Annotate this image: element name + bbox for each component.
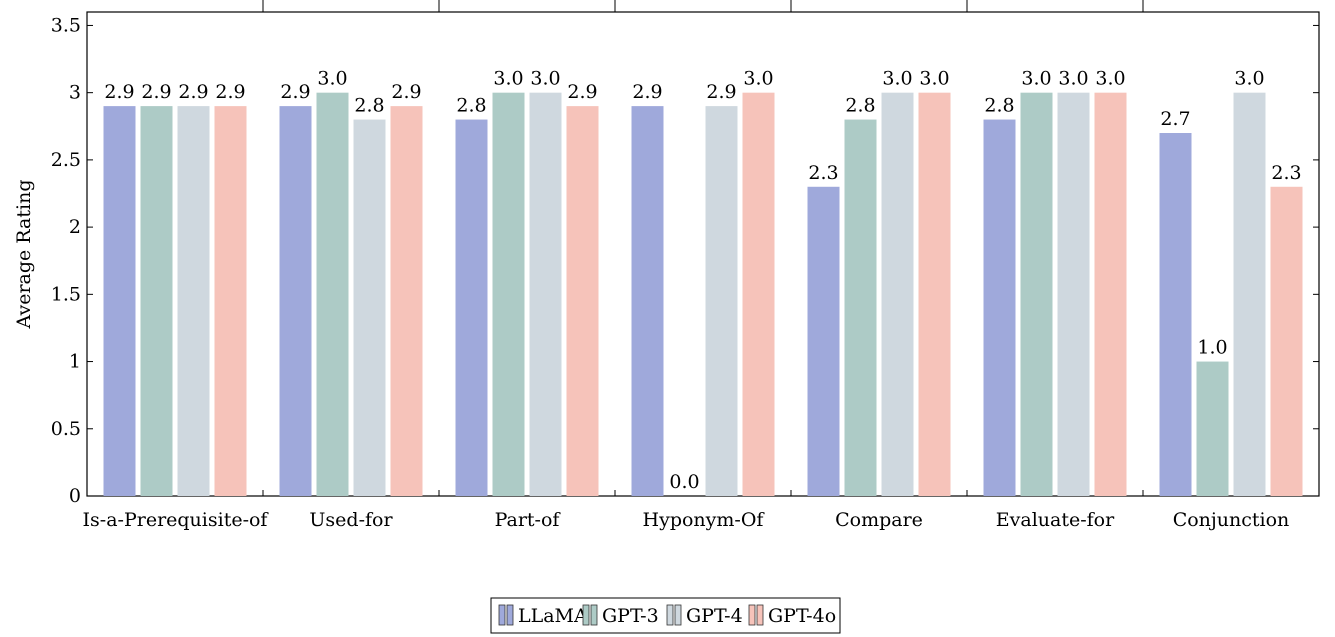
data-label: 3.0	[743, 68, 773, 90]
data-label: 2.9	[215, 81, 245, 103]
data-label: 2.9	[280, 81, 310, 103]
bar-gpt-3	[492, 92, 525, 497]
bar-gpt-4	[1233, 92, 1266, 497]
y-tick-label: 3	[69, 82, 81, 104]
data-label: 2.8	[845, 95, 875, 117]
x-category-label: Part-of	[495, 509, 562, 531]
bar-gpt-4	[881, 92, 914, 497]
data-labels: 2.9 2.9 2.9 2.9 2.9 3.0 2.8 2.9 2.8 3.0 3.0 2.9 2.9 0…	[104, 68, 1301, 493]
data-label: 2.9	[104, 81, 134, 103]
data-label: 3.0	[1095, 68, 1125, 90]
bars	[103, 92, 1303, 497]
bar-llama	[1159, 133, 1192, 496]
x-category-label: Evaluate-for	[996, 509, 1115, 531]
legend-swatch-gpt-4o	[748, 604, 756, 626]
data-label: 2.8	[354, 95, 384, 117]
y-tick-label: 0.5	[51, 418, 81, 440]
data-label: 2.3	[808, 162, 838, 184]
bar-llama	[983, 119, 1016, 497]
bar-gpt-3	[140, 106, 173, 496]
y-tick-label: 2.5	[51, 149, 81, 171]
bar-gpt-4	[1057, 92, 1090, 497]
legend-label-gpt-4: GPT-4	[686, 605, 743, 627]
bar-gpt-4	[529, 92, 562, 497]
bar-llama	[279, 106, 312, 496]
data-label: 2.9	[567, 81, 597, 103]
data-label: 0.0	[669, 471, 699, 493]
bar-gpt-4o	[390, 106, 423, 496]
y-tick-label: 3.5	[51, 14, 81, 36]
legend-swatch-llama	[506, 604, 514, 626]
data-label: 3.0	[882, 68, 912, 90]
data-label: 2.8	[456, 95, 486, 117]
data-label: 3.0	[493, 68, 523, 90]
bar-gpt-3	[316, 92, 349, 497]
x-axis-ticks: Is-a-Prerequisite-of Used-for Part-of Hypon…	[83, 0, 1290, 531]
data-label: 3.0	[1234, 68, 1264, 90]
bar-gpt-3	[844, 119, 877, 497]
data-label: 2.9	[706, 81, 736, 103]
bar-gpt-4	[353, 119, 386, 497]
plot-frame	[86, 11, 1320, 497]
y-tick-label: 0	[69, 485, 81, 507]
x-category-label: Hyponym-Of	[643, 509, 766, 531]
legend-swatch-gpt-4	[674, 604, 682, 626]
legend-swatch-gpt-3	[582, 604, 590, 626]
data-label: 2.9	[391, 81, 421, 103]
legend-box	[490, 597, 841, 634]
bar-gpt-3	[1196, 361, 1229, 496]
data-label: 3.0	[919, 68, 949, 90]
bar-gpt-4	[705, 106, 738, 496]
y-axis-ticks: 0 0.5 1 1.5 2 2.5 3 3.5	[51, 14, 1319, 507]
data-label: 3.0	[1058, 68, 1088, 90]
y-axis-title: Average Rating	[13, 180, 35, 330]
bar-gpt-4o	[1270, 186, 1303, 496]
data-label: 3.0	[1021, 68, 1051, 90]
bar-gpt-3	[1020, 92, 1053, 497]
legend-swatch-gpt-3	[590, 604, 598, 626]
bar-gpt-4o	[214, 106, 247, 496]
x-category-label: Conjunction	[1173, 509, 1290, 531]
data-label: 2.8	[984, 95, 1014, 117]
data-label: 2.9	[141, 81, 171, 103]
y-tick-label: 2	[69, 216, 81, 238]
legend-label-gpt-4o: GPT-4o	[768, 605, 836, 627]
legend: LLaMA GPT-3 GPT-4 GPT-4o	[490, 597, 841, 634]
bar-llama	[103, 106, 136, 496]
bar-gpt-4o	[1094, 92, 1127, 497]
bar-gpt-4	[177, 106, 210, 496]
x-category-label: Is-a-Prerequisite-of	[83, 509, 270, 531]
legend-swatch-gpt-4	[666, 604, 674, 626]
bar-gpt-4o	[566, 106, 599, 496]
data-label: 3.0	[530, 68, 560, 90]
y-tick-label: 1	[69, 351, 81, 373]
bar-gpt-4o	[742, 92, 775, 497]
bar-llama	[807, 186, 840, 496]
bar-gpt-4o	[918, 92, 951, 497]
legend-swatch-gpt-4o	[756, 604, 764, 626]
bar-llama	[631, 106, 664, 496]
y-tick-label: 1.5	[51, 283, 81, 305]
data-label: 2.9	[632, 81, 662, 103]
x-category-label: Used-for	[309, 509, 393, 531]
x-category-label: Compare	[835, 509, 923, 531]
data-label: 2.9	[178, 81, 208, 103]
data-label: 2.3	[1271, 162, 1301, 184]
bar-llama	[455, 119, 488, 497]
legend-label-gpt-3: GPT-3	[602, 605, 659, 627]
plot-area: 2.9 2.9 2.9 2.9 2.93.02.82.92.83.0 3.02.9 2.90…	[51, 0, 1320, 531]
data-label: 1.0	[1197, 337, 1227, 359]
legend-swatch-llama	[498, 604, 506, 626]
data-label: 3.0	[317, 68, 347, 90]
data-label: 2.7	[1160, 108, 1190, 130]
legend-label-llama: LLaMA	[518, 605, 588, 627]
